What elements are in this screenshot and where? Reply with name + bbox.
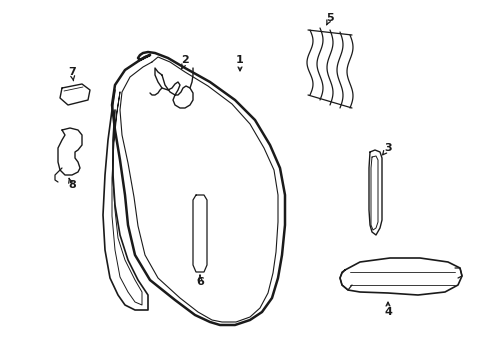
Text: 3: 3: [384, 143, 392, 153]
Text: 1: 1: [236, 55, 244, 65]
Text: 2: 2: [181, 55, 189, 65]
Text: 4: 4: [384, 307, 392, 317]
Text: 5: 5: [326, 13, 334, 23]
Text: 7: 7: [68, 67, 76, 77]
Text: 6: 6: [196, 277, 204, 287]
Text: 8: 8: [68, 180, 76, 190]
